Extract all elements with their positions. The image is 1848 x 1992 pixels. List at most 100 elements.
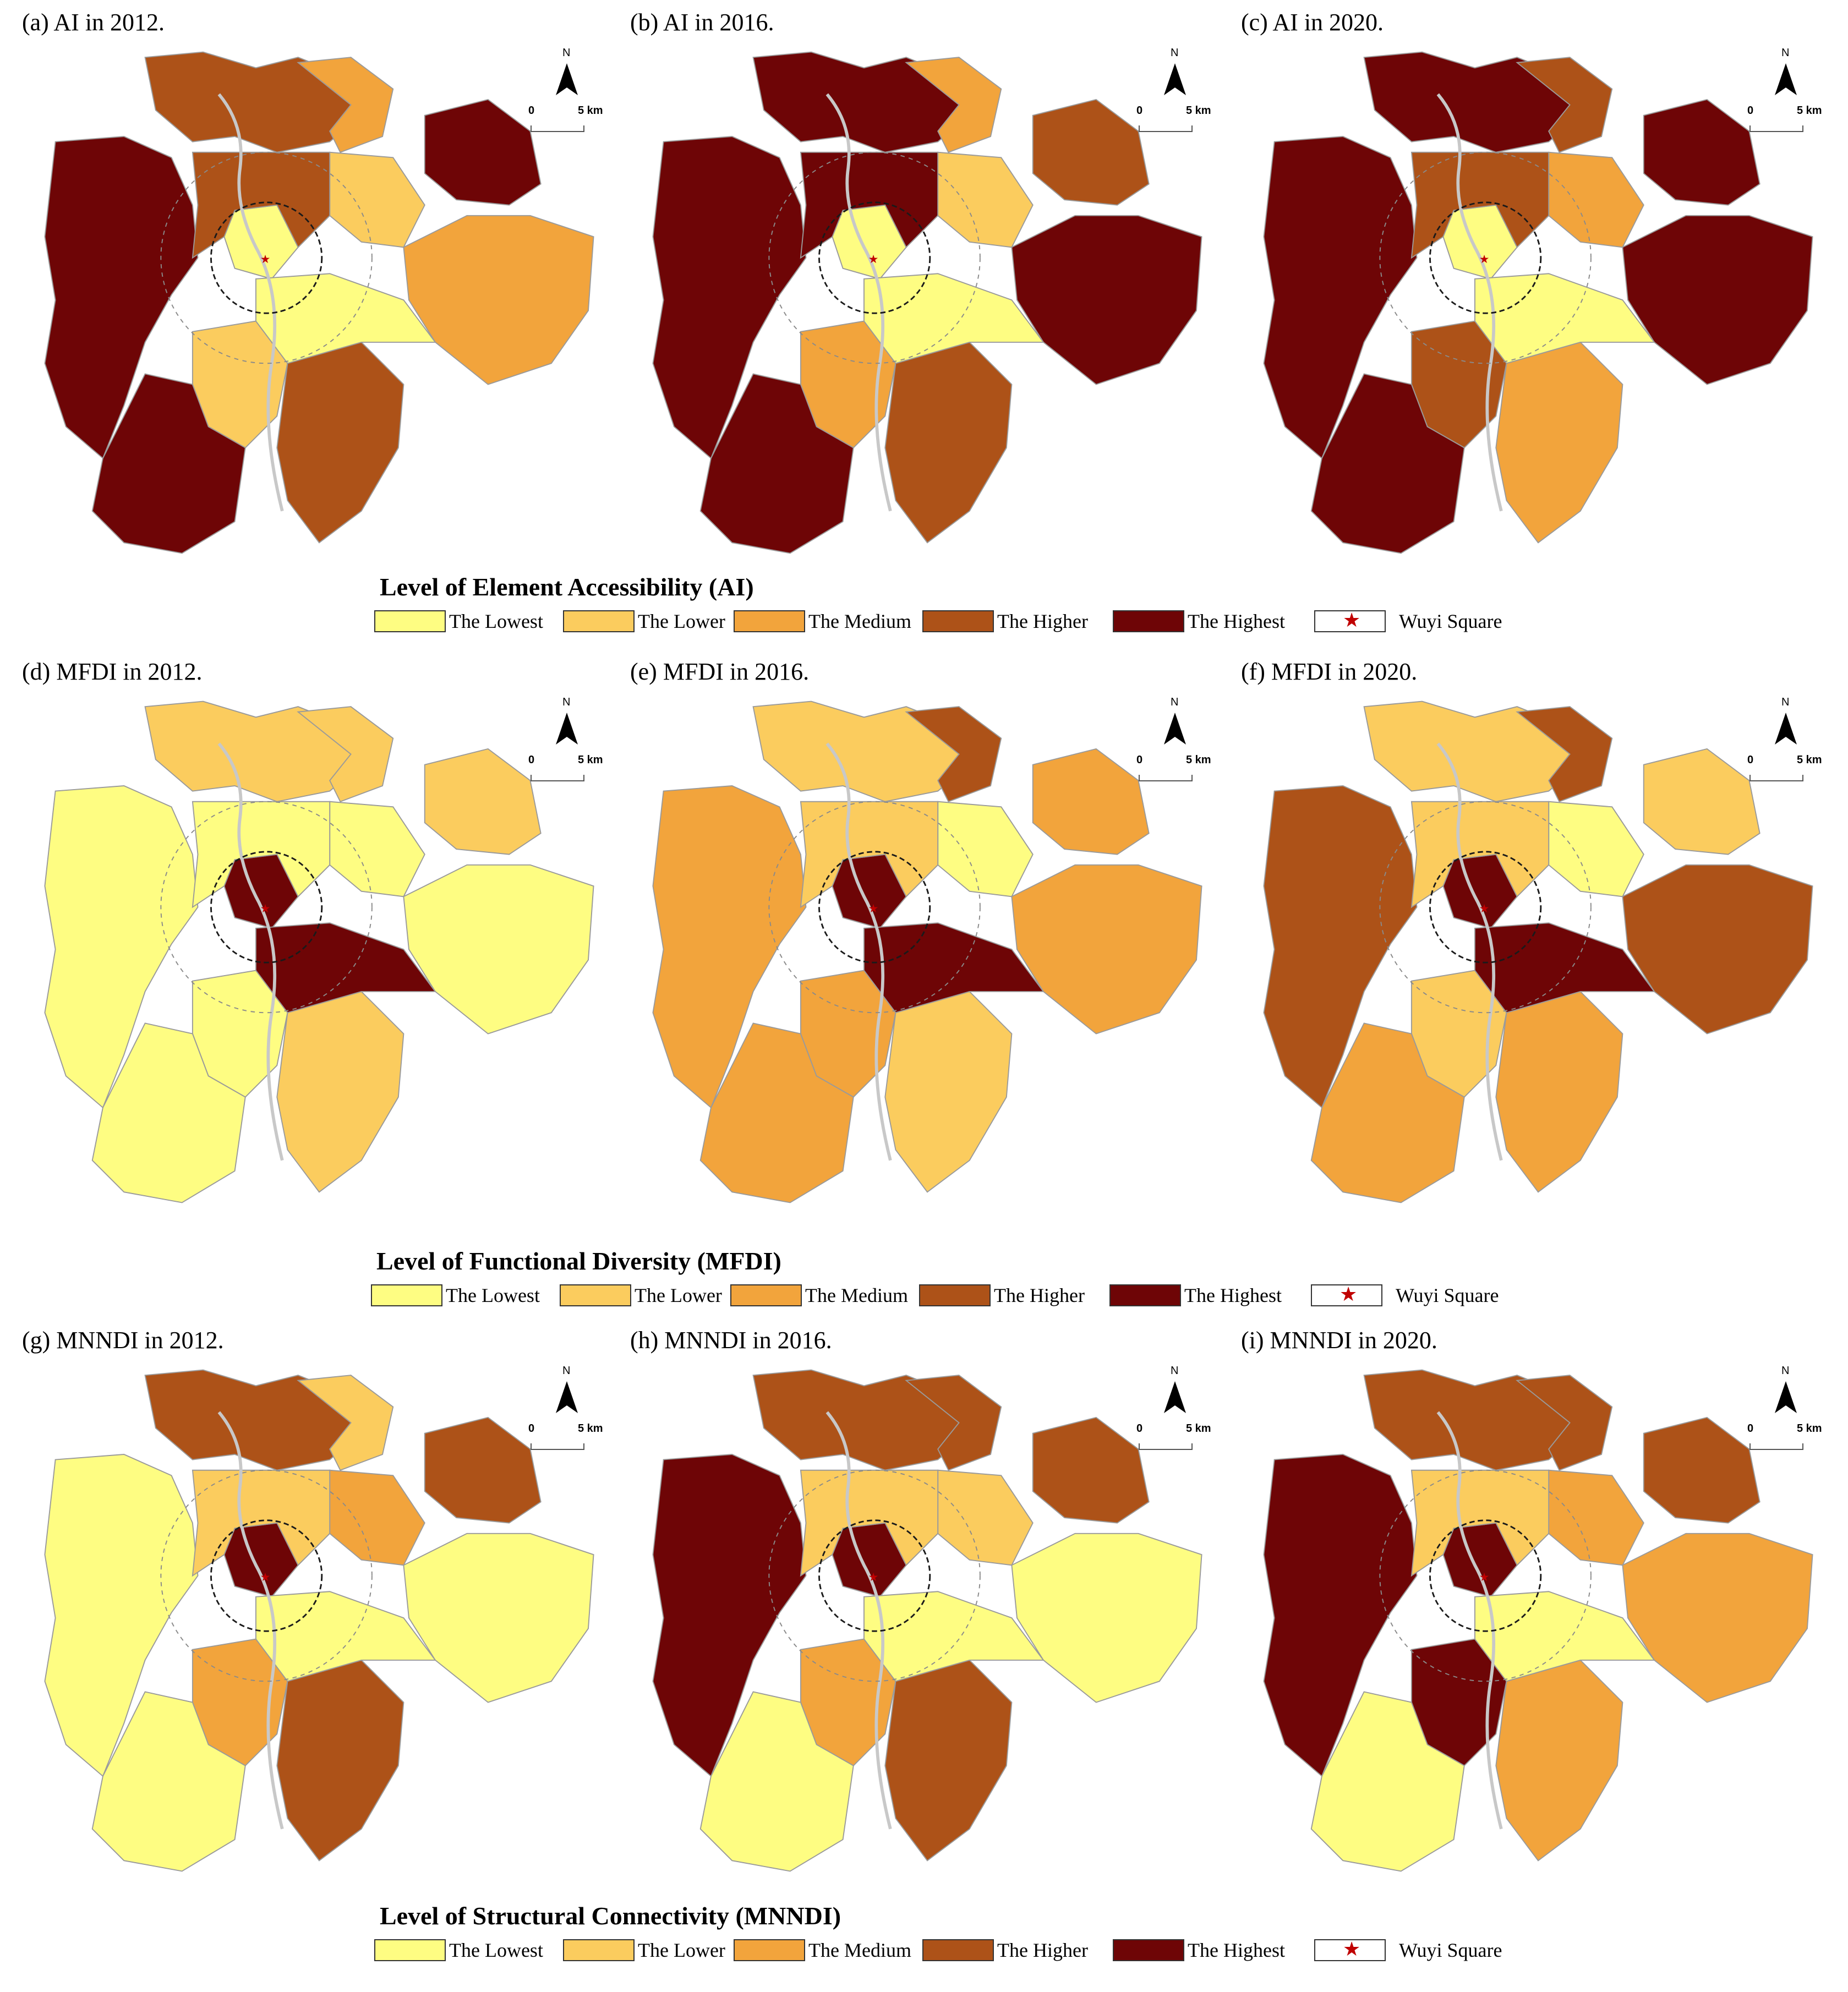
scale-label-end: 5 km [1186, 754, 1211, 766]
choropleth-map: ★ [1263, 1369, 1813, 1872]
scale-label-start: 0 [528, 1422, 535, 1435]
district-higher [276, 1659, 404, 1862]
north-label: N [562, 696, 571, 708]
district-highest [1263, 1454, 1418, 1777]
star-icon: ★ [1479, 253, 1490, 266]
scale-label-end: 5 km [1797, 1422, 1822, 1435]
legend-label: The Higher [994, 1284, 1085, 1306]
legend-label: The Lower [638, 1939, 725, 1961]
scale-label-end: 5 km [1186, 1422, 1211, 1435]
scale-bar: 0 5 km [1747, 1422, 1848, 1455]
district-lower [297, 1375, 394, 1471]
district-higher [884, 341, 1013, 544]
district-highest [255, 922, 436, 1014]
district-lower [192, 1469, 331, 1577]
district-highest [863, 922, 1045, 1014]
district-lowest [863, 273, 1045, 364]
north-arrow-shape [1775, 713, 1797, 745]
outer-ring-road [768, 151, 981, 364]
outer-ring-road [160, 151, 373, 364]
north-label: N [1171, 696, 1179, 708]
district-lowest [403, 864, 594, 1035]
district-higher [905, 1375, 1002, 1471]
scale-bar: 0 5 km [1136, 754, 1246, 787]
outer-ring-road [1379, 151, 1592, 364]
inner-ring-road [1429, 201, 1542, 314]
river [825, 1411, 892, 1830]
legend-label: The Highest [1184, 1284, 1282, 1306]
scale-bar-line [1749, 775, 1803, 781]
district-medium [1495, 990, 1623, 1193]
district-higher [1622, 864, 1813, 1035]
district-lower [800, 1469, 939, 1577]
scale-bar-line [1139, 1443, 1193, 1450]
north-label: N [562, 1365, 571, 1377]
star-icon: ★ [1314, 1938, 1386, 1961]
district-higher [1516, 706, 1613, 802]
district-lowest [1474, 273, 1655, 364]
inner-ring-road [1429, 1519, 1542, 1632]
district-higher [1032, 1416, 1150, 1524]
choropleth-map: ★ [652, 701, 1202, 1203]
district-higher [276, 341, 404, 544]
river [1436, 742, 1503, 1161]
swatch-highest [1113, 1939, 1184, 1961]
star-icon: ★ [868, 1570, 879, 1584]
district-lowest [1548, 801, 1644, 898]
district-highest [1622, 215, 1813, 385]
swatch-medium [730, 1284, 802, 1306]
district-medium [652, 785, 807, 1109]
inner-ring-road [210, 201, 323, 314]
star-icon: ★ [868, 253, 879, 266]
district-higher [192, 151, 331, 259]
inner-ring-road [210, 851, 323, 964]
swatch-lowest [374, 610, 446, 632]
district-lower [937, 1469, 1034, 1566]
choropleth-map: ★ [44, 51, 594, 554]
swatch-medium [734, 610, 805, 632]
district-highest [1474, 922, 1655, 1014]
river [1436, 1411, 1503, 1830]
scale-bar-line [1749, 1443, 1803, 1450]
district-lower [800, 801, 939, 909]
star-icon: ★ [1311, 1283, 1382, 1306]
panel-title: (h) MNNDI in 2016. [630, 1327, 832, 1354]
legend-label: The Higher [997, 1939, 1088, 1961]
map-panel: (c) AI in 2020. ★ N 0 5 km [1241, 8, 1848, 559]
legend-label: The Lowest [449, 1939, 543, 1961]
choropleth-map: ★ [44, 1369, 594, 1872]
scale-bar-line [1749, 125, 1803, 132]
scale-bar-line [1139, 775, 1193, 781]
legend-label: Wuyi Square [1396, 1284, 1499, 1306]
legend-item-lower: The Lower [560, 1283, 722, 1308]
panel-title: (f) MFDI in 2020. [1241, 658, 1418, 685]
legend-mfdi: Level of Functional Diversity (MFDI) The… [0, 1246, 1848, 1312]
legend-label: The Lower [638, 610, 725, 632]
legend-label: Wuyi Square [1399, 610, 1502, 632]
scale-label-start: 0 [1136, 105, 1143, 117]
scale-bar-line [531, 125, 584, 132]
swatch-higher [922, 1939, 994, 1961]
panel-title: (i) MNNDI in 2020. [1241, 1327, 1437, 1354]
district-higher [1410, 151, 1550, 259]
swatch-highest [1109, 1284, 1181, 1306]
district-lowest [1011, 1533, 1202, 1703]
swatch-highest [1113, 610, 1184, 632]
swatch-higher [922, 610, 994, 632]
district-lowest [937, 801, 1034, 898]
legend-title: Level of Element Accessibility (AI) [380, 573, 754, 601]
district-lowest [329, 801, 425, 898]
swatch-lower [563, 1939, 635, 1961]
swatch-medium [734, 1939, 805, 1961]
river [217, 93, 284, 512]
scale-label-start: 0 [528, 105, 535, 117]
district-medium [1310, 1022, 1465, 1203]
scale-label-start: 0 [1747, 105, 1754, 117]
river [825, 742, 892, 1161]
scale-label-end: 5 km [578, 105, 603, 117]
district-higher [1263, 785, 1418, 1109]
north-label: N [562, 47, 571, 59]
legend-item-higher: The Higher [922, 609, 1088, 634]
legend-item-higher: The Higher [922, 1938, 1088, 1963]
north-arrow-shape [1775, 63, 1797, 95]
